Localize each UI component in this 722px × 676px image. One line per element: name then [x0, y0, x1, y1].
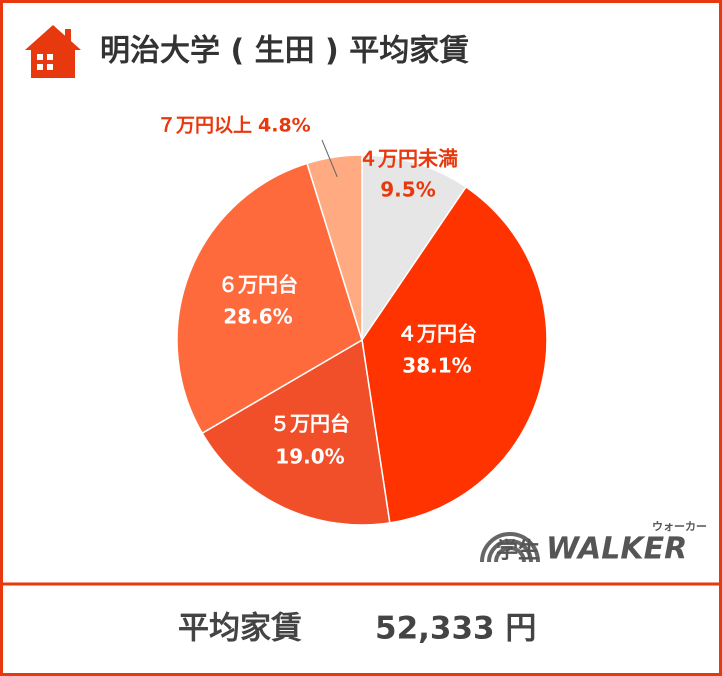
summary-value: 52,333 円 [375, 611, 536, 647]
slice-category: ４万円台 [397, 322, 477, 346]
logo: 学生 WALKER ウォーカー [480, 520, 707, 567]
pie-slice [176, 162, 363, 435]
pie-slice [201, 338, 391, 526]
summary-label: 平均家賃 [178, 611, 302, 647]
slice-value: 19.0% [275, 445, 344, 469]
logo-kanji: 学生 [496, 538, 540, 564]
slice-value: 38.1% [402, 354, 471, 378]
slice-category: ６万円台 [218, 273, 298, 297]
pie: ４万円未満 9.5% ４万円台 38.1% ５万円台 19.0% ６万円台 28.6% ７万円以… [157, 115, 548, 526]
slice-value: 9.5% [380, 178, 435, 202]
pie-slice [306, 154, 363, 341]
slice-category: ７万円以上 [157, 115, 252, 137]
logo-text: WALKER [546, 532, 687, 567]
chart-title: 明治大学 ( 生田 ) 平均家賃 [100, 34, 469, 69]
slice-value: 28.6% [223, 305, 292, 329]
pie-slice [361, 154, 468, 343]
slice-value: 4.8% [258, 115, 311, 137]
logo-ruby: ウォーカー [652, 520, 707, 533]
leader-line [321, 139, 338, 178]
slice-category: ５万円台 [270, 412, 350, 436]
pie-slice [361, 185, 548, 524]
slice-category: ４万円未満 [358, 147, 458, 171]
house-icon [25, 25, 81, 78]
